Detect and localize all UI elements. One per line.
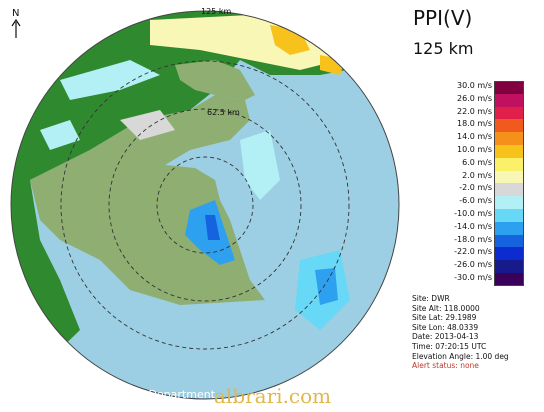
legend-label: 6.0 m/s [462, 157, 492, 167]
legend-label: 2.0 m/s [462, 170, 492, 180]
legend-label: 14.0 m/s [456, 132, 492, 142]
legend-swatch [494, 132, 524, 145]
legend-swatch [494, 183, 524, 197]
scan-date: Date: 2013-04-13 [412, 332, 479, 342]
echo-sea-lightcyan [240, 130, 280, 200]
site-lat: Site Lat: 29.1989 [412, 313, 477, 323]
echo-west-cyan-2 [40, 120, 80, 150]
range-ring-1 [156, 156, 254, 254]
legend-label: 22.0 m/s [456, 106, 492, 116]
legend-row: -14.0 m/s [420, 221, 524, 235]
range-ring-3 [60, 60, 350, 350]
legend-swatch [494, 260, 524, 273]
legend-row: 18.0 m/s [420, 119, 524, 133]
legend-row: 22.0 m/s [420, 106, 524, 120]
echo-coast-darkblue [205, 215, 220, 240]
legend-swatch [494, 170, 524, 184]
legend-row: -18.0 m/s [420, 234, 524, 248]
legend-label: 26.0 m/s [456, 93, 492, 103]
echo-gray [120, 110, 175, 140]
range-ring-2 [108, 108, 302, 302]
credit-text: © DGCA Meteorological Department [14, 388, 216, 401]
legend-swatch [494, 157, 524, 171]
site-alt: Site Alt: 118.0000 [412, 303, 480, 313]
radar-map[interactable]: N 125 km 62.5 km © DGCA Meteorological D… [0, 0, 402, 408]
legend-label: -18.0 m/s [454, 234, 492, 244]
north-label: N [12, 8, 20, 19]
side-panel: PPI(V) 125 km 30.0 m/s 26.0 m/s 22.0 m/s 18… [402, 0, 544, 408]
legend-swatch [494, 196, 524, 209]
legend-row: -22.0 m/s [420, 247, 524, 261]
legend-swatch [494, 106, 524, 120]
legend-swatch [494, 81, 524, 94]
legend-row: 2.0 m/s [420, 170, 524, 184]
legend-row: -10.0 m/s [420, 208, 524, 222]
site-name: Site: DWR [412, 294, 450, 303]
legend-label: 10.0 m/s [456, 144, 492, 154]
range-ring-outer [10, 10, 400, 400]
legend-label: -2.0 m/s [459, 183, 492, 193]
alert-status: Alert status: none [412, 361, 479, 371]
legend-row: 6.0 m/s [420, 157, 524, 171]
legend-row: -2.0 m/s [420, 183, 524, 197]
range-value: 125 km [413, 39, 474, 58]
legend-row: 26.0 m/s [420, 93, 524, 107]
legend-swatch [494, 144, 524, 158]
legend-row: 10.0 m/s [420, 144, 524, 158]
north-arrow-icon [11, 18, 21, 38]
echo-sea-blue [315, 268, 338, 305]
ring-label-inner: 62.5 km [207, 108, 240, 117]
legend-label: -30.0 m/s [454, 272, 492, 282]
site-lon: Site Lon: 48.0339 [412, 322, 479, 332]
radar-ppi-image [10, 10, 400, 400]
legend-swatch [494, 208, 524, 222]
range-rings [60, 60, 350, 350]
legend-row: 14.0 m/s [420, 132, 524, 145]
legend-label: 30.0 m/s [456, 81, 492, 90]
watermark-text: albrari.com [214, 384, 332, 408]
site-info: Site: DWR Site Alt: 118.0000 Site Lat: 2… [412, 294, 509, 371]
land-island [175, 60, 255, 100]
legend-swatch [494, 247, 524, 261]
legend-label: -14.0 m/s [454, 221, 492, 231]
elevation-angle: Elevation Angle: 1.00 deg [412, 351, 509, 361]
legend-label: -6.0 m/s [459, 196, 492, 206]
ring-label-outer: 125 km [201, 7, 232, 16]
scan-time: Time: 07:20:15 UTC [412, 341, 487, 351]
legend-swatch [494, 93, 524, 107]
legend-row: -26.0 m/s [420, 260, 524, 273]
legend-swatch [494, 221, 524, 235]
legend-swatch [494, 272, 524, 286]
legend-row: -30.0 m/s [420, 272, 524, 286]
legend-swatch [494, 234, 524, 248]
product-title: PPI(V) [413, 6, 473, 30]
legend-label: -22.0 m/s [454, 247, 492, 257]
velocity-legend: 30.0 m/s 26.0 m/s 22.0 m/s 18.0 m/s 14.0 m/s… [420, 81, 524, 286]
legend-row: -6.0 m/s [420, 196, 524, 209]
legend-label: -26.0 m/s [454, 260, 492, 270]
legend-label: -10.0 m/s [454, 208, 492, 218]
legend-row: 30.0 m/s [420, 81, 524, 94]
legend-swatch [494, 119, 524, 133]
legend-label: 18.0 m/s [456, 119, 492, 129]
echo-west-cyan [60, 60, 160, 100]
